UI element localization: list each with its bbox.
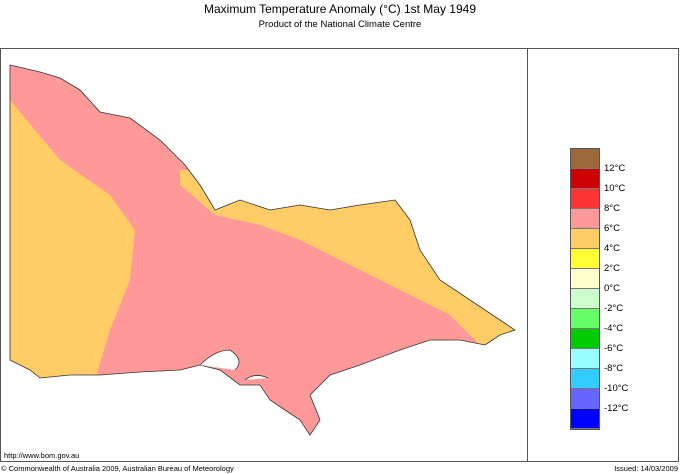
legend-label: -8°C — [604, 363, 624, 374]
legend-swatch — [571, 329, 599, 349]
legend-divider — [527, 48, 528, 462]
legend-label: 0°C — [604, 283, 620, 294]
legend-swatch — [571, 249, 599, 269]
legend-swatch — [571, 389, 599, 409]
legend-swatch — [571, 369, 599, 389]
legend-swatch — [571, 169, 599, 189]
legend-label: 12°C — [604, 163, 626, 174]
legend-label: -2°C — [604, 303, 624, 314]
copyright: © Commonwealth of Australia 2009, Austra… — [1, 464, 234, 473]
legend-swatch — [571, 309, 599, 329]
color-legend — [570, 148, 600, 430]
map-frame — [0, 48, 679, 462]
legend-label: 2°C — [604, 263, 620, 274]
legend-label: 8°C — [604, 203, 620, 214]
legend-label: 6°C — [604, 223, 620, 234]
legend-swatch — [571, 349, 599, 369]
map-subtitle: Product of the National Climate Centre — [258, 19, 422, 30]
legend-swatch — [571, 189, 599, 209]
legend-swatch — [571, 269, 599, 289]
legend-label: 10°C — [604, 183, 626, 194]
map-title: Maximum Temperature Anomaly (°C) 1st May… — [203, 2, 476, 16]
legend-swatch — [571, 289, 599, 309]
port-phillip-bay — [199, 349, 269, 381]
legend-label: -12°C — [604, 403, 629, 414]
legend-label: -4°C — [604, 323, 624, 334]
legend-label: 4°C — [604, 243, 620, 254]
anomaly-4-6-west-region — [10, 90, 135, 390]
legend-swatch — [571, 149, 599, 169]
legend-swatch — [571, 229, 599, 249]
legend-swatch — [571, 209, 599, 229]
issued-date: Issued: 14/03/2009 — [614, 464, 678, 473]
legend-label: -10°C — [604, 383, 629, 394]
legend-label: -6°C — [604, 343, 624, 354]
legend-swatch — [571, 409, 599, 429]
source-url[interactable]: http://www.bom.gov.au — [4, 451, 80, 460]
